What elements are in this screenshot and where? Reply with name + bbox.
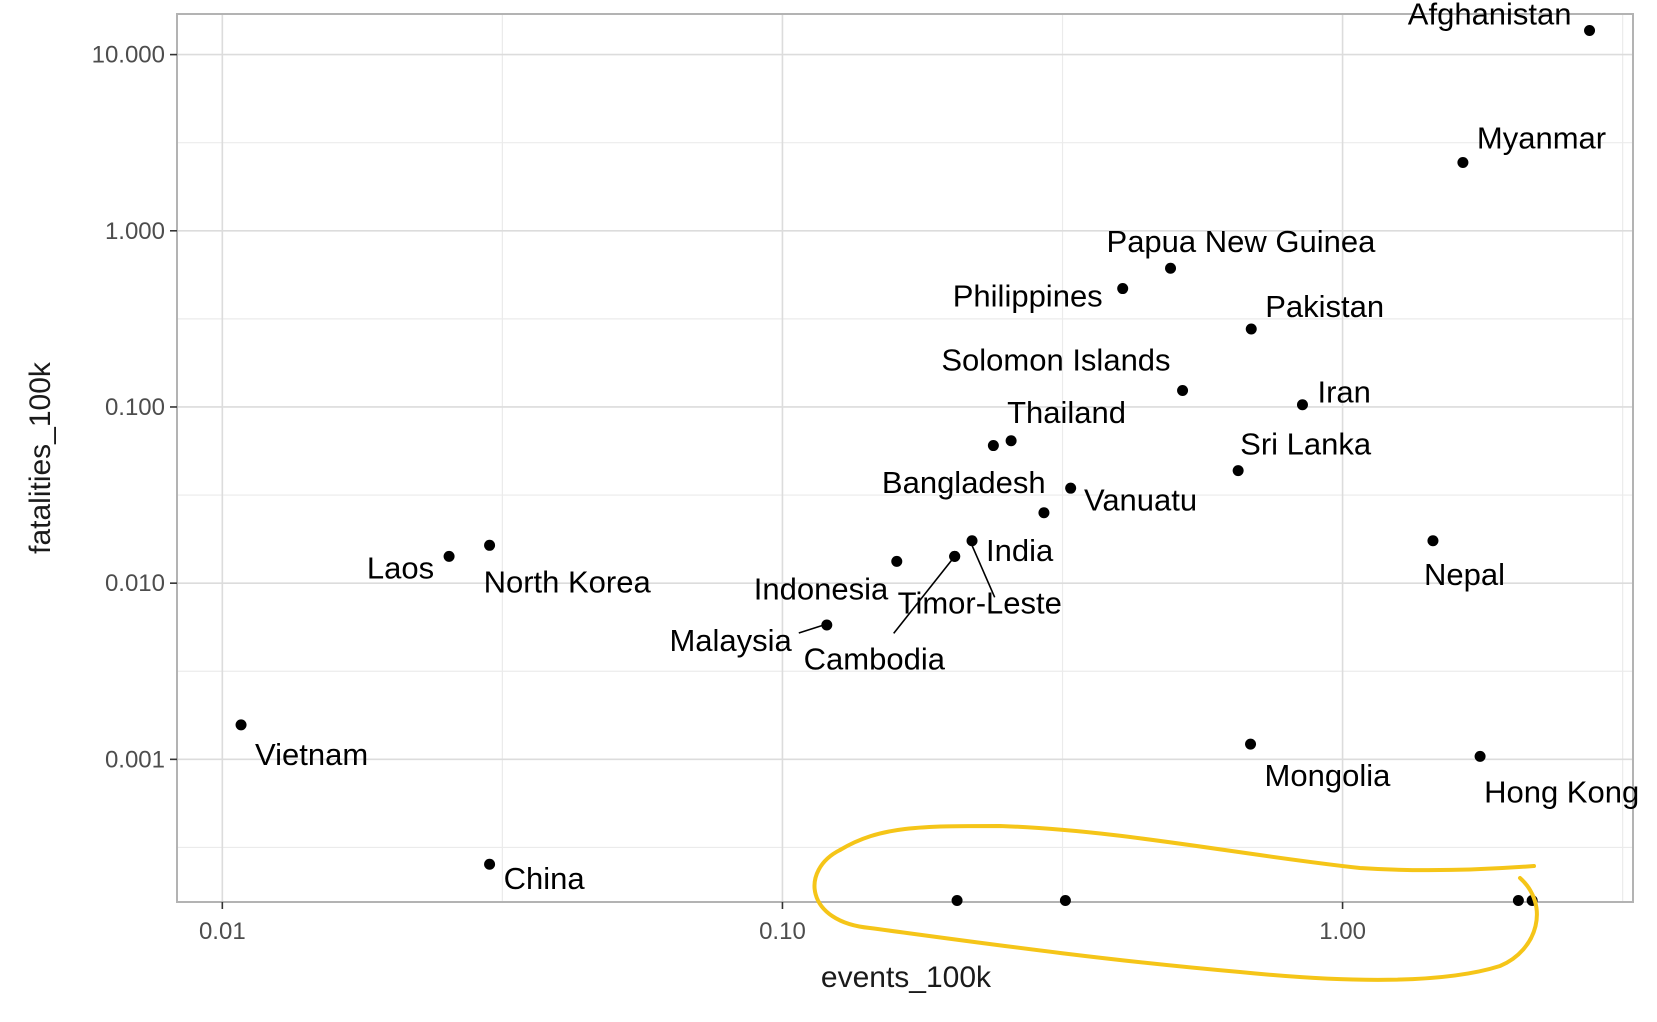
data-point — [1296, 399, 1308, 411]
label-leader-line — [893, 555, 956, 634]
point-label: Cambodia — [804, 641, 946, 676]
highlight-stroke-bottom — [812, 848, 1539, 982]
minor-gridlines — [177, 14, 1633, 902]
data-point — [235, 719, 247, 731]
point-label: India — [986, 533, 1054, 568]
data-point — [1512, 895, 1524, 907]
data-point — [966, 535, 978, 547]
point-label: Vanuatu — [1084, 483, 1197, 518]
data-point — [484, 539, 496, 551]
data-point — [821, 619, 833, 631]
point-label: Vietnam — [255, 737, 368, 772]
x-tick-labels: 0.01 0.10 1.00 — [199, 918, 1366, 945]
highlight-stroke-top — [838, 823, 1536, 873]
point-label: Laos — [367, 550, 434, 585]
data-point — [1457, 157, 1469, 169]
point-label: Iran — [1317, 375, 1370, 410]
data-point — [1005, 435, 1017, 447]
point-label: Papua New Guinea — [1107, 224, 1377, 259]
data-point — [1065, 482, 1077, 494]
yellow-highlight-annotation — [812, 823, 1539, 982]
y-axis-title: fatalities_100k — [24, 361, 57, 554]
data-point — [1117, 283, 1129, 295]
data-point — [951, 895, 963, 907]
point-label: Timor-Leste — [898, 585, 1062, 620]
x-tick-label: 1.00 — [1319, 918, 1366, 945]
point-label: North Korea — [484, 564, 652, 599]
point-label: Bangladesh — [882, 465, 1046, 500]
data-points — [235, 25, 1596, 907]
data-point — [484, 858, 496, 870]
label-leader-lines — [798, 542, 996, 634]
x-tick-label: 0.10 — [759, 918, 806, 945]
axis-ticks — [170, 53, 1344, 909]
point-label: Nepal — [1424, 557, 1505, 592]
point-label: Pakistan — [1265, 289, 1384, 324]
data-point — [1584, 25, 1596, 37]
data-point — [1038, 507, 1050, 519]
data-point — [987, 440, 999, 452]
point-label: Mongolia — [1265, 758, 1392, 793]
data-point — [1245, 738, 1257, 750]
point-label: Solomon Islands — [941, 343, 1170, 378]
data-point — [443, 550, 455, 562]
y-tick-label: 0.001 — [105, 746, 165, 773]
point-label: Sri Lanka — [1240, 427, 1372, 462]
data-point — [1245, 323, 1257, 335]
point-labels: Afghanistan Myanmar Papua New GuineaPhilip… — [255, 0, 1639, 896]
data-point — [891, 555, 903, 567]
y-tick-label: 10.000 — [92, 42, 165, 69]
point-label: Philippines — [953, 279, 1103, 314]
y-tick-label: 0.010 — [105, 570, 165, 597]
point-label: Myanmar — [1477, 121, 1606, 156]
major-gridlines — [177, 14, 1633, 902]
label-leader-line — [969, 542, 996, 598]
data-point — [949, 550, 961, 562]
point-label: Indonesia — [754, 571, 889, 606]
panel-border — [176, 13, 1634, 903]
data-point — [1427, 535, 1439, 547]
label-leader-line — [798, 624, 825, 634]
point-label: Hong Kong — [1484, 774, 1639, 809]
x-axis-title: events_100k — [821, 961, 992, 994]
data-point — [1165, 262, 1177, 274]
data-point — [1474, 750, 1486, 762]
y-tick-label: 1.000 — [105, 218, 165, 245]
x-tick-label: 0.01 — [199, 918, 246, 945]
data-point — [1059, 895, 1071, 907]
data-point — [1232, 465, 1244, 477]
y-tick-labels: 0.001 0.010 0.100 1.000 10.000 — [92, 42, 165, 774]
point-label: Thailand — [1007, 395, 1126, 430]
point-label: China — [504, 861, 586, 896]
point-label: Malaysia — [669, 623, 792, 658]
data-point — [1177, 385, 1189, 397]
point-label: Afghanistan — [1408, 0, 1572, 32]
y-tick-label: 0.100 — [105, 394, 165, 421]
